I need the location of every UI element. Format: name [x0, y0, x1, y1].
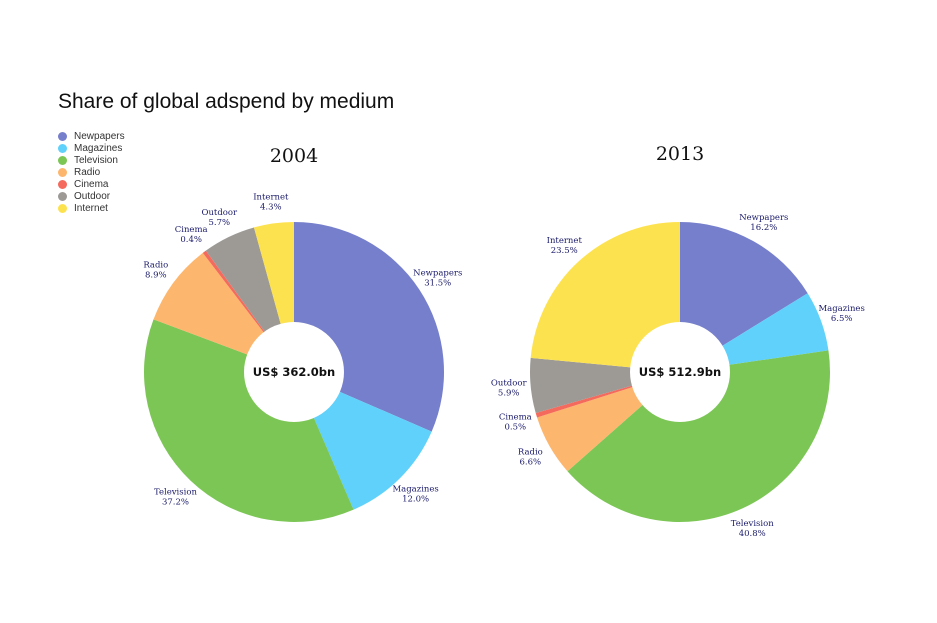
legend: Newpapers Magazines Television Radio Cinema O… — [58, 130, 125, 214]
slice-label-name: Internet — [547, 236, 583, 246]
pie-slice-television — [567, 350, 830, 523]
slice-label: Internet 4.3% — [253, 193, 289, 213]
legend-swatch — [58, 143, 67, 153]
legend-label: Cinema — [74, 178, 109, 190]
slice-label-value: 0.4% — [180, 235, 202, 245]
slice-label-value: 6.6% — [520, 458, 542, 468]
slice-label: Magazines 12.0% — [392, 485, 438, 505]
legend-label: Magazines — [74, 142, 123, 154]
slice-label-name: Outdoor — [491, 379, 528, 389]
legend-swatch — [58, 131, 67, 141]
slice-label-value: 6.5% — [831, 314, 853, 324]
legend-item: Outdoor — [58, 190, 125, 202]
pie-title: 2013 — [656, 143, 704, 165]
legend-label: Outdoor — [74, 190, 111, 202]
legend-swatch — [58, 191, 67, 201]
slice-label-value: 8.9% — [145, 271, 167, 281]
slice-label-name: Outdoor — [201, 208, 238, 218]
slice-label-value: 40.8% — [739, 529, 766, 539]
slice-label: Newpapers 16.2% — [739, 213, 788, 233]
slice-label-value: 31.5% — [424, 279, 451, 289]
legend-swatch — [58, 155, 67, 165]
slice-label-name: Magazines — [392, 485, 438, 495]
slice-label-value: 5.9% — [498, 389, 520, 399]
slice-label-value: 12.0% — [402, 495, 429, 505]
slice-label: Newpapers 31.5% — [413, 269, 462, 289]
legend-swatch — [58, 179, 67, 189]
legend-item: Newpapers — [58, 130, 125, 142]
slice-label-name: Television — [154, 488, 198, 498]
legend-item: Cinema — [58, 178, 125, 190]
slice-label-value: 5.7% — [208, 218, 230, 228]
slice-label-name: Internet — [253, 193, 289, 203]
slice-label-name: Television — [731, 519, 775, 529]
slice-label-name: Magazines — [818, 304, 864, 314]
slice-label-name: Radio — [518, 448, 543, 458]
legend-label: Television — [74, 154, 118, 166]
pie-slice-internet — [530, 222, 680, 372]
slice-label: Television 40.8% — [731, 519, 775, 539]
legend-item: Radio — [58, 166, 125, 178]
slice-label: Radio 6.6% — [518, 448, 543, 468]
pie-title: 2004 — [270, 145, 318, 167]
slice-label-name: Radio — [143, 261, 168, 271]
slice-label: Internet 23.5% — [547, 236, 583, 256]
pie-center-total: US$ 362.0bn — [253, 365, 335, 379]
slice-label-name: Cinema — [499, 413, 532, 423]
pie-hole — [630, 322, 730, 422]
legend-label: Newpapers — [74, 130, 125, 142]
slice-label-value: 16.2% — [750, 223, 777, 233]
pie-hole — [244, 322, 344, 422]
pie-slice-television — [143, 319, 354, 523]
slice-label-value: 37.2% — [162, 498, 189, 508]
slice-label-value: 0.5% — [504, 423, 526, 433]
chart-title: Share of global adspend by medium — [58, 90, 395, 113]
slice-label-name: Newpapers — [739, 213, 788, 223]
slice-label: Magazines 6.5% — [818, 304, 864, 324]
slice-label: Cinema 0.4% — [175, 225, 208, 245]
slice-label: Outdoor 5.9% — [491, 379, 528, 399]
legend-item: Internet — [58, 202, 125, 214]
legend-label: Radio — [74, 166, 101, 178]
pie-center-total: US$ 512.9bn — [639, 365, 721, 379]
slice-label: Cinema 0.5% — [499, 413, 532, 433]
slice-label: Television 37.2% — [154, 488, 198, 508]
slice-label-name: Newpapers — [413, 269, 462, 279]
legend-item: Magazines — [58, 142, 125, 154]
slice-label: Outdoor 5.7% — [201, 208, 238, 228]
legend-swatch — [58, 203, 67, 213]
slice-label-value: 23.5% — [551, 246, 578, 256]
slice-label: Radio 8.9% — [143, 261, 168, 281]
legend-item: Television — [58, 154, 125, 166]
slice-label-value: 4.3% — [260, 203, 282, 213]
legend-label: Internet — [74, 202, 108, 214]
legend-swatch — [58, 167, 67, 177]
slice-label-name: Cinema — [175, 225, 208, 235]
